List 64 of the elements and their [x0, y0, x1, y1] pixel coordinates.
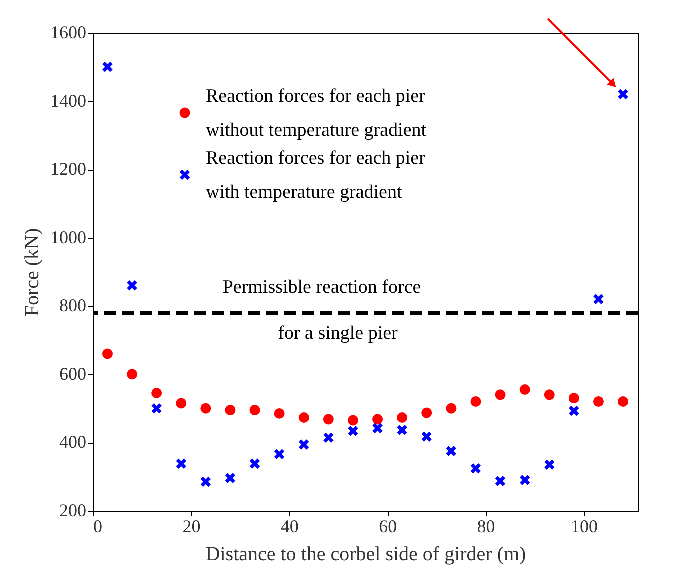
y-tick-label: 200 [60, 500, 86, 520]
y-tick-label: 1000 [50, 227, 86, 248]
point [298, 412, 310, 424]
point [396, 424, 408, 436]
point [470, 396, 482, 407]
point [421, 431, 432, 443]
point [176, 398, 187, 409]
point [102, 62, 114, 73]
point [200, 476, 212, 488]
point [519, 474, 531, 486]
point [372, 422, 384, 434]
point [348, 415, 358, 426]
point [593, 294, 604, 305]
x-tick-label: 80 [477, 516, 496, 536]
y-tick-label: 1400 [50, 90, 86, 111]
y-tick-label: 400 [60, 432, 86, 452]
point [126, 280, 138, 292]
x-tick-label: 0 [94, 516, 102, 536]
point [544, 390, 555, 400]
point [323, 414, 334, 425]
point [568, 405, 580, 417]
point [348, 425, 359, 437]
y-tick-label: 1200 [50, 159, 86, 180]
x-tick-label: 60 [379, 516, 398, 536]
point [225, 405, 236, 416]
annotation: for a single pier [278, 322, 399, 344]
point [397, 412, 408, 424]
x-tick-label: 100 [570, 516, 598, 536]
point [127, 369, 138, 380]
point [250, 405, 260, 416]
y-tick-label: 800 [60, 296, 86, 316]
point [102, 348, 113, 360]
point [274, 448, 286, 460]
point [618, 396, 629, 407]
point [446, 446, 458, 457]
point [495, 390, 506, 400]
point [249, 458, 261, 470]
point [298, 439, 310, 450]
y-tick-label: 1600 [50, 22, 86, 42]
point [372, 414, 384, 425]
annotation: Permissible reaction force [222, 276, 422, 298]
legend-label: Reaction forces for each pier with temperature gradient [206, 148, 426, 203]
y-tick-label: 600 [60, 364, 86, 384]
point [470, 463, 482, 474]
point [422, 408, 432, 418]
point [224, 472, 236, 484]
point [151, 402, 162, 414]
point [544, 459, 556, 471]
point [152, 388, 162, 398]
y-axis-title: Force (kN) [22, 228, 44, 317]
point [274, 408, 285, 419]
point [494, 476, 506, 487]
point [618, 88, 629, 100]
point [200, 403, 212, 414]
x-tick-label: 40 [280, 516, 299, 536]
point [593, 396, 604, 407]
point [176, 458, 187, 470]
x-axis-title: Distance to the corbel side of girder (m) [206, 544, 526, 566]
point [446, 403, 457, 414]
point [520, 384, 530, 396]
legend-label: Reaction forces for each pier without temperature gradient [206, 86, 428, 141]
point [568, 393, 580, 404]
x-tick-label: 20 [182, 516, 201, 536]
point [323, 432, 334, 444]
